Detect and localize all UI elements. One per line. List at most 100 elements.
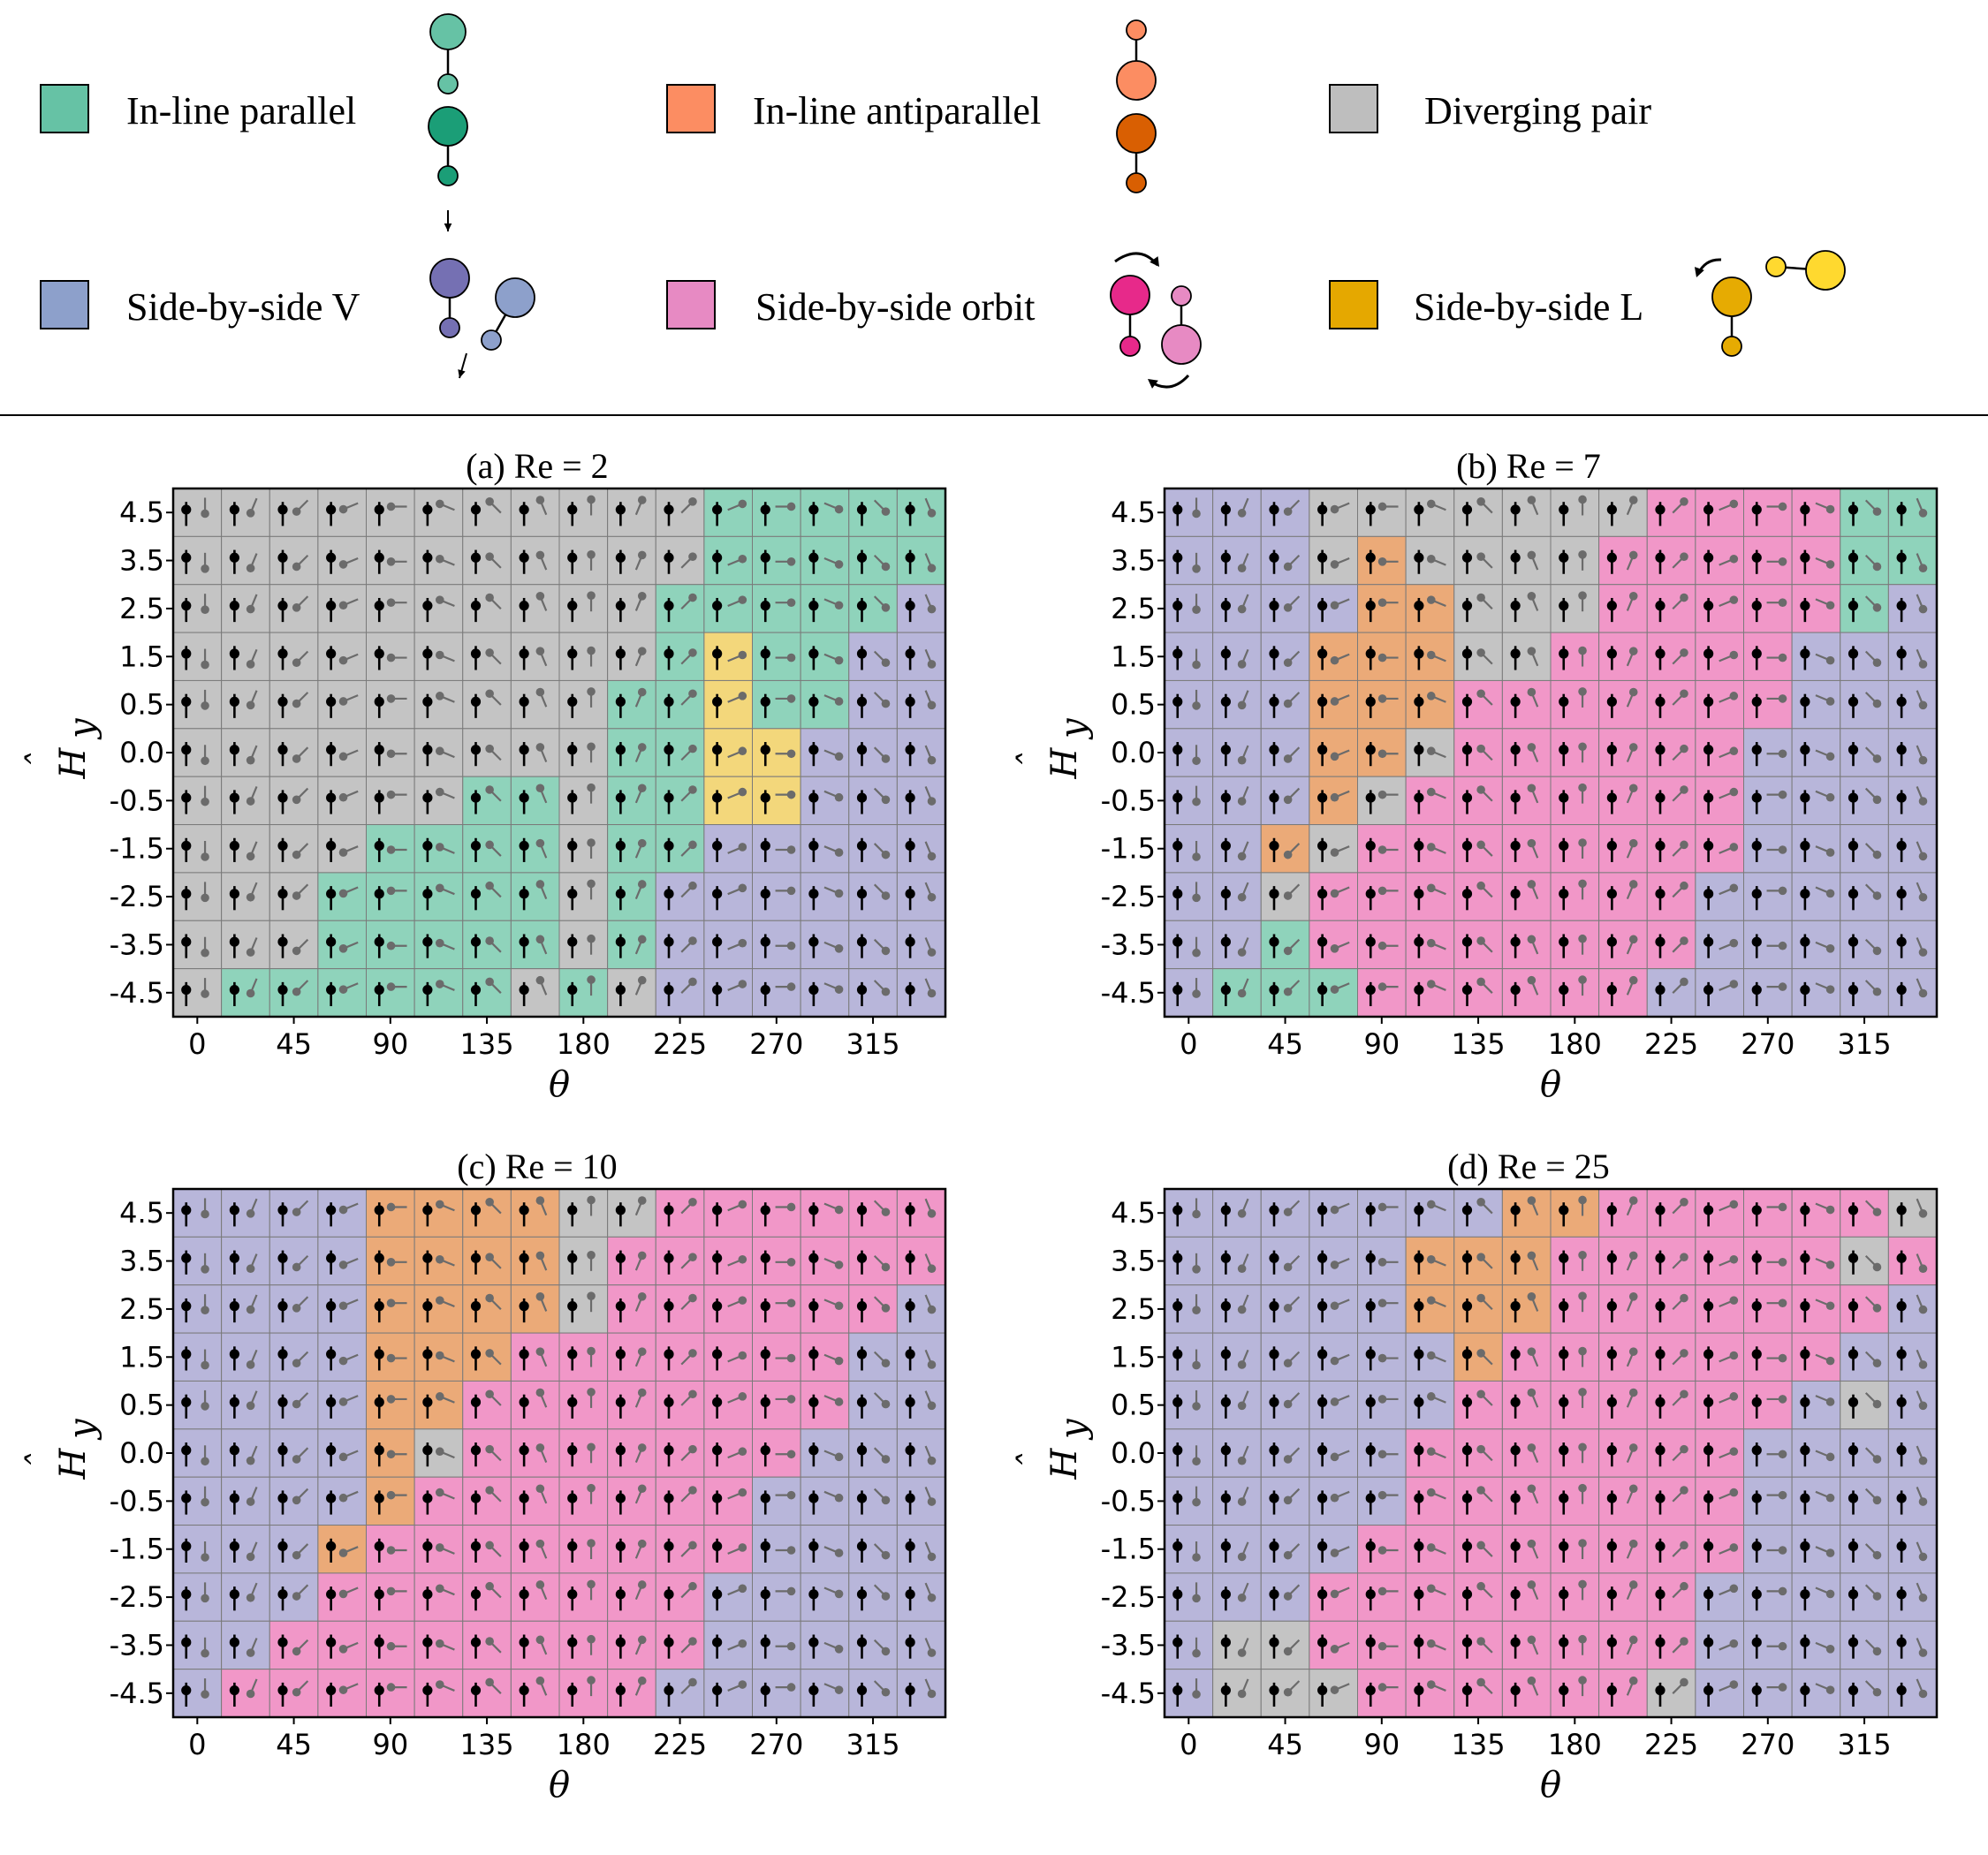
heatmap-cell [1646,1236,1696,1286]
x-tick-label: 315 [1838,1027,1892,1061]
heatmap-cell [1598,824,1648,874]
legend-swatch-V [40,280,89,329]
heatmap-cell [366,1332,415,1382]
heatmap-cell [848,824,898,874]
heatmap-cell [1212,1188,1262,1238]
heatmap-cell [800,1476,850,1526]
heatmap-cell [1646,920,1696,970]
heatmap-cell [655,776,705,826]
y-tick-label: -0.5 [110,1484,164,1518]
heatmap-cell [848,920,898,970]
heatmap-cell [269,1476,319,1526]
x-tick-label: 135 [1452,1728,1506,1761]
heatmap-cell [1791,488,1841,537]
heatmap-cell [1164,584,1214,633]
heatmap-cell [655,1428,705,1478]
heatmap-cell [462,728,512,777]
heatmap-cell [462,1525,512,1574]
legend-label-L: Side-by-side L [1414,285,1643,329]
y-tick-label: 2.5 [1111,592,1156,625]
heatmap-cell [896,1572,946,1622]
heatmap-cell [1887,488,1938,537]
heatmap-cell [317,1236,367,1286]
heatmap-cell [462,584,512,633]
heatmap-cell [703,632,753,681]
heatmap-cell [752,1428,801,1478]
heatmap-cell [1260,535,1310,586]
legend-label-V: Side-by-side V [126,285,360,329]
heatmap-cell [1646,584,1696,633]
heatmap-cell [510,1236,560,1286]
heatmap-cell [655,824,705,874]
heatmap-cell [1260,1332,1310,1382]
heatmap-cell [221,1236,270,1286]
heatmap-cell [896,679,946,730]
heatmap-cell [462,776,512,826]
heatmap-cell [172,1284,223,1334]
heatmap-cell [1791,632,1841,681]
heatmap-cell [1453,1332,1503,1382]
heatmap-cell [752,1284,801,1334]
heatmap-cell [607,632,656,681]
heatmap-cell [366,584,415,633]
heatmap-cell [752,1669,801,1718]
heatmap-cell [269,1669,319,1718]
heatmap-cell [1887,1284,1938,1334]
heatmap-cell [1646,1476,1696,1526]
x-tick-label: 180 [557,1027,611,1061]
panel-b: (b) Re = 7 4.5 3.5 2.5 1.5 0.5 0.0 -0.5 -1.5 -2.5… [1013,446,1939,1105]
heatmap-cell [414,1476,464,1526]
heatmap-cell [1453,728,1503,777]
heatmap-cell [1695,1572,1744,1622]
legend-label-D: Diverging pair [1424,89,1651,132]
heatmap-cell [1357,1428,1407,1478]
heatmap-cell [1887,872,1938,921]
heatmap-cell [366,1236,415,1286]
heatmap-cell [558,824,609,874]
heatmap-cell [655,1476,705,1526]
panel-c: (c) Re = 10 4.5 3.5 2.5 1.5 0.5 0.0 -0.5 -1.5 -2.… [21,1147,947,1806]
heatmap-cell [848,1525,898,1574]
heatmap-cell [1791,1236,1841,1286]
heatmap-cell [414,1284,464,1334]
heatmap-cell [1695,968,1744,1018]
heatmap-cell [752,1620,801,1670]
heatmap-cell [366,1428,415,1478]
heatmap-cell [1887,1476,1938,1526]
heatmap-cell [896,488,946,537]
heatmap-cell [317,1669,367,1718]
heatmap-cell [221,1428,270,1478]
heatmap-cell [1164,1669,1214,1718]
y-axis-label: Hˆy [1013,717,1094,779]
heatmap-cell [221,1620,270,1670]
heatmap-cell [462,1669,512,1718]
heatmap-cell [269,1332,319,1382]
heatmap-cell [414,632,464,681]
heatmap-cell [752,1476,801,1526]
heatmap-cell [1212,535,1262,586]
heatmap-cell [558,776,609,826]
heatmap-cell [1791,1525,1841,1574]
heatmap-cell [269,632,319,681]
heatmap-cell [655,1525,705,1574]
heatmap-cell [510,1669,560,1718]
heatmap-cell [1501,535,1552,586]
x-tick-label: 315 [1838,1728,1892,1761]
heatmap-cell [1840,1284,1889,1334]
heatmap-cell [1791,920,1841,970]
legend-swatch-O [666,280,716,329]
heatmap-cell [848,1669,898,1718]
x-tick-label: 0 [188,1728,206,1761]
heatmap-cell [1212,824,1262,874]
heatmap-cell [896,1669,946,1718]
heatmap-cell [1791,824,1841,874]
heatmap-cell [655,1188,705,1238]
heatmap-cell [1309,1332,1358,1382]
heatmap-cell [607,584,656,633]
heatmap-cell [655,872,705,921]
heatmap-cell [1501,1284,1552,1334]
heatmap-cell [848,1284,898,1334]
heatmap-cell [1212,679,1262,730]
heatmap-cell [1453,1572,1503,1622]
heatmap-cell [558,632,609,681]
